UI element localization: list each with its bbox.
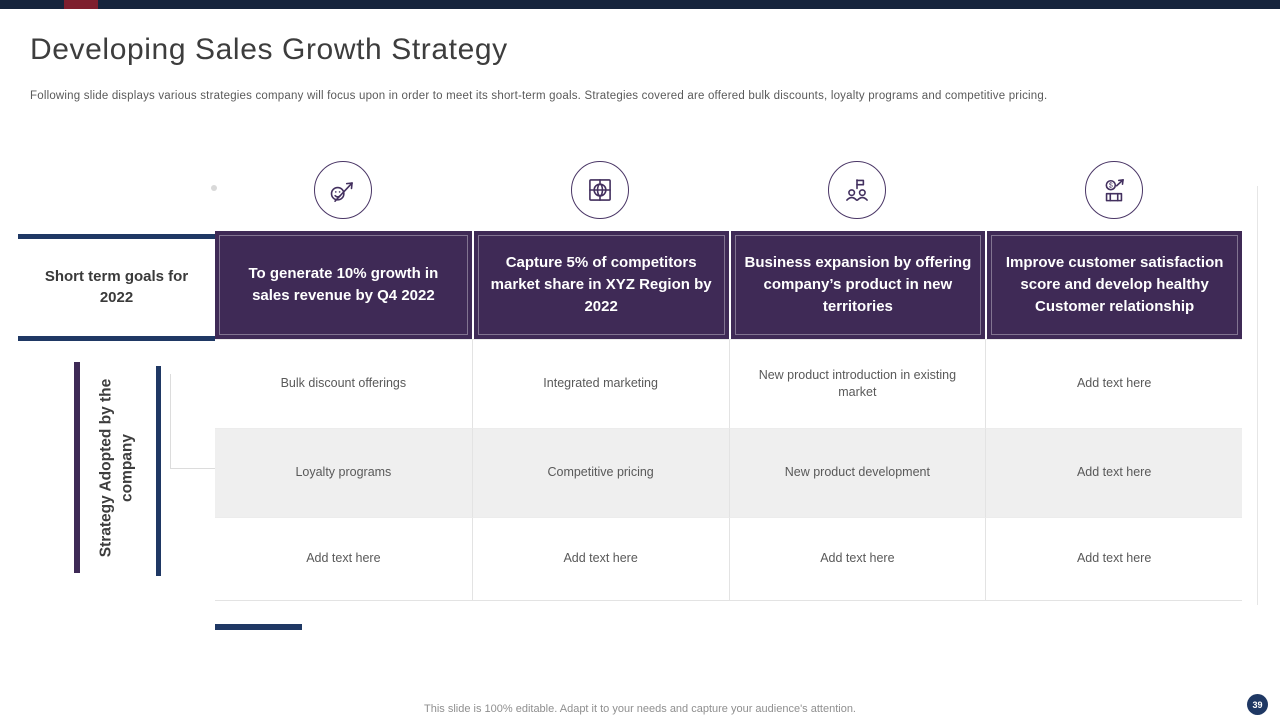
column-header: Improve customer satisfaction score and … [985, 231, 1242, 339]
table-cell: Add text here [985, 339, 1242, 428]
row-header-bottom-bar [18, 336, 215, 341]
table-cell: Bulk discount offerings [215, 339, 472, 428]
svg-text:$: $ [1109, 182, 1113, 189]
decorative-bracket-horizontal [170, 468, 215, 469]
puzzle-globe-icon [571, 161, 629, 219]
column-header: Business expansion by offering company’s… [728, 231, 986, 339]
footer-note: This slide is 100% editable. Adapt it to… [424, 703, 856, 715]
row-header-block: Short term goals for 2022 [18, 234, 215, 341]
money-plant-icon: $ [1085, 161, 1143, 219]
slide-title: Developing Sales Growth Strategy [30, 33, 508, 66]
row-header-top-bar [18, 234, 215, 239]
decorative-right-line [1257, 186, 1258, 605]
table-cell: New product development [728, 428, 986, 517]
table-cell: Competitive pricing [471, 428, 729, 517]
slide-subtitle: Following slide displays various strateg… [30, 90, 1048, 102]
table-cell: Loyalty programs [215, 428, 472, 517]
side-label-right-bar [156, 366, 161, 576]
table-cell: Add text here [728, 517, 986, 601]
table-underline-accent [215, 624, 302, 630]
decorative-dot [211, 185, 217, 191]
table-cell: Add text here [985, 428, 1242, 517]
smiley-growth-icon [314, 161, 372, 219]
page-number-badge: 39 [1247, 694, 1268, 715]
side-label-wrap: Strategy Adopted by the company [78, 363, 158, 574]
top-accent-bar [0, 0, 1280, 9]
row-header-label: Short term goals for 2022 [44, 268, 189, 306]
table-cell: Add text here [471, 517, 729, 601]
team-flag-icon [828, 161, 886, 219]
top-accent-red-segment [64, 0, 98, 9]
column-header: Capture 5% of competitors market share i… [471, 231, 729, 339]
decorative-bracket-vertical [170, 374, 171, 469]
column-header: To generate 10% growth in sales revenue … [215, 231, 472, 339]
side-label-left-bar [74, 362, 80, 573]
table-cell: Add text here [215, 517, 472, 601]
table-cell: Integrated marketing [471, 339, 729, 428]
table-cell: New product introduction in existing mar… [728, 339, 986, 428]
side-label: Strategy Adopted by the company [97, 378, 136, 558]
table-cell: Add text here [985, 517, 1242, 601]
goals-table: To generate 10% growth in sales revenue … [215, 231, 1242, 601]
